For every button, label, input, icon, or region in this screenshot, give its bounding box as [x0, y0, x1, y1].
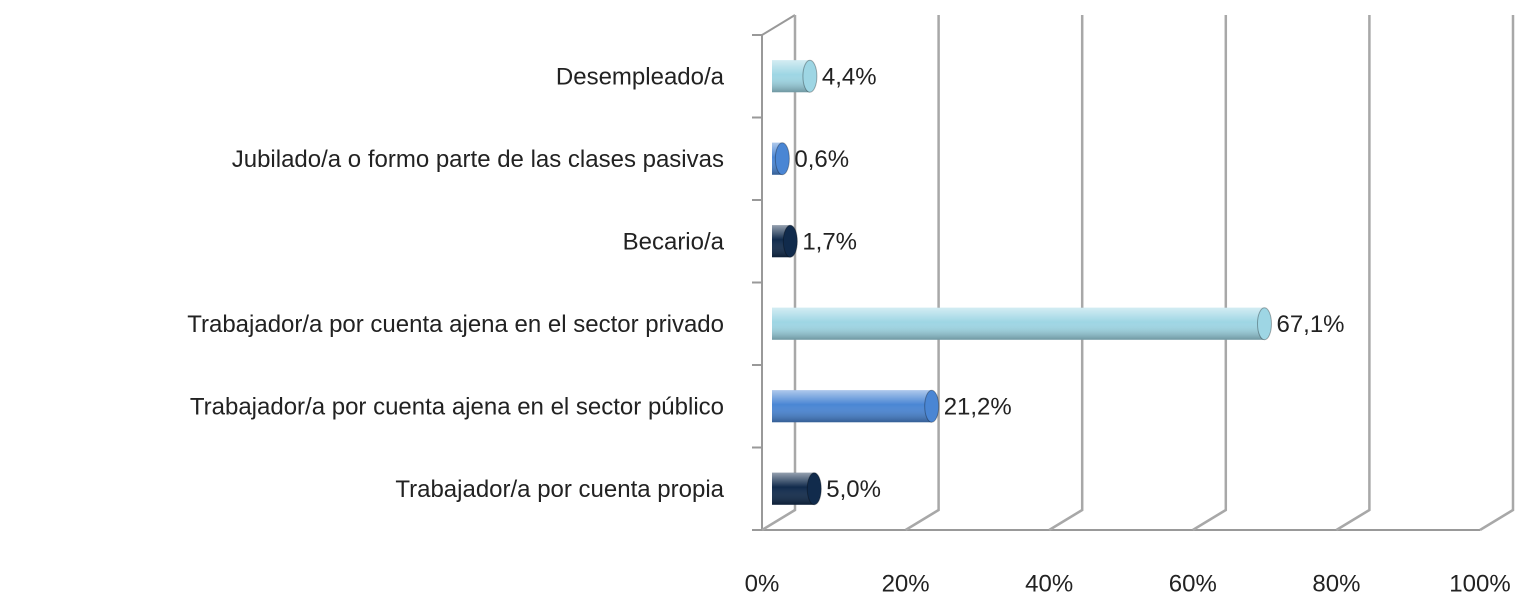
- y-tick-label: Trabajador/a por cuenta ajena en el sect…: [187, 311, 724, 338]
- bar: [772, 142, 790, 176]
- y-tick-label: Trabajador/a por cuenta propia: [395, 476, 724, 503]
- value-label: 21,2%: [944, 394, 1012, 421]
- x-tick-label: 80%: [1312, 570, 1360, 597]
- bar: [772, 307, 1272, 341]
- grid-line: [761, 15, 797, 532]
- grid-line: [1192, 15, 1228, 532]
- x-tick-label: 100%: [1449, 570, 1510, 597]
- value-label: 0,6%: [794, 146, 849, 173]
- y-tick-label: Becario/a: [623, 229, 725, 256]
- x-tick-label: 40%: [1025, 570, 1073, 597]
- y-tick-label: Jubilado/a o formo parte de las clases p…: [232, 146, 724, 173]
- grid-line: [1048, 15, 1084, 532]
- x-tick-label: 0%: [745, 570, 780, 597]
- grid-line: [1479, 15, 1515, 532]
- bar: [772, 59, 818, 93]
- value-label: 4,4%: [822, 64, 877, 91]
- y-tick-label: Trabajador/a por cuenta ajena en el sect…: [190, 394, 724, 421]
- grid-line: [904, 15, 940, 532]
- axis-line: [761, 14, 796, 36]
- x-tick-label: 20%: [882, 570, 930, 597]
- y-tick-label: Desempleado/a: [556, 64, 725, 91]
- bar: [772, 472, 822, 506]
- bar: [772, 389, 940, 423]
- value-label: 5,0%: [826, 476, 881, 503]
- grid-line: [1335, 15, 1371, 532]
- value-label: 67,1%: [1276, 311, 1344, 338]
- value-label: 1,7%: [802, 229, 857, 256]
- x-tick-label: 60%: [1169, 570, 1217, 597]
- bar: [772, 224, 798, 258]
